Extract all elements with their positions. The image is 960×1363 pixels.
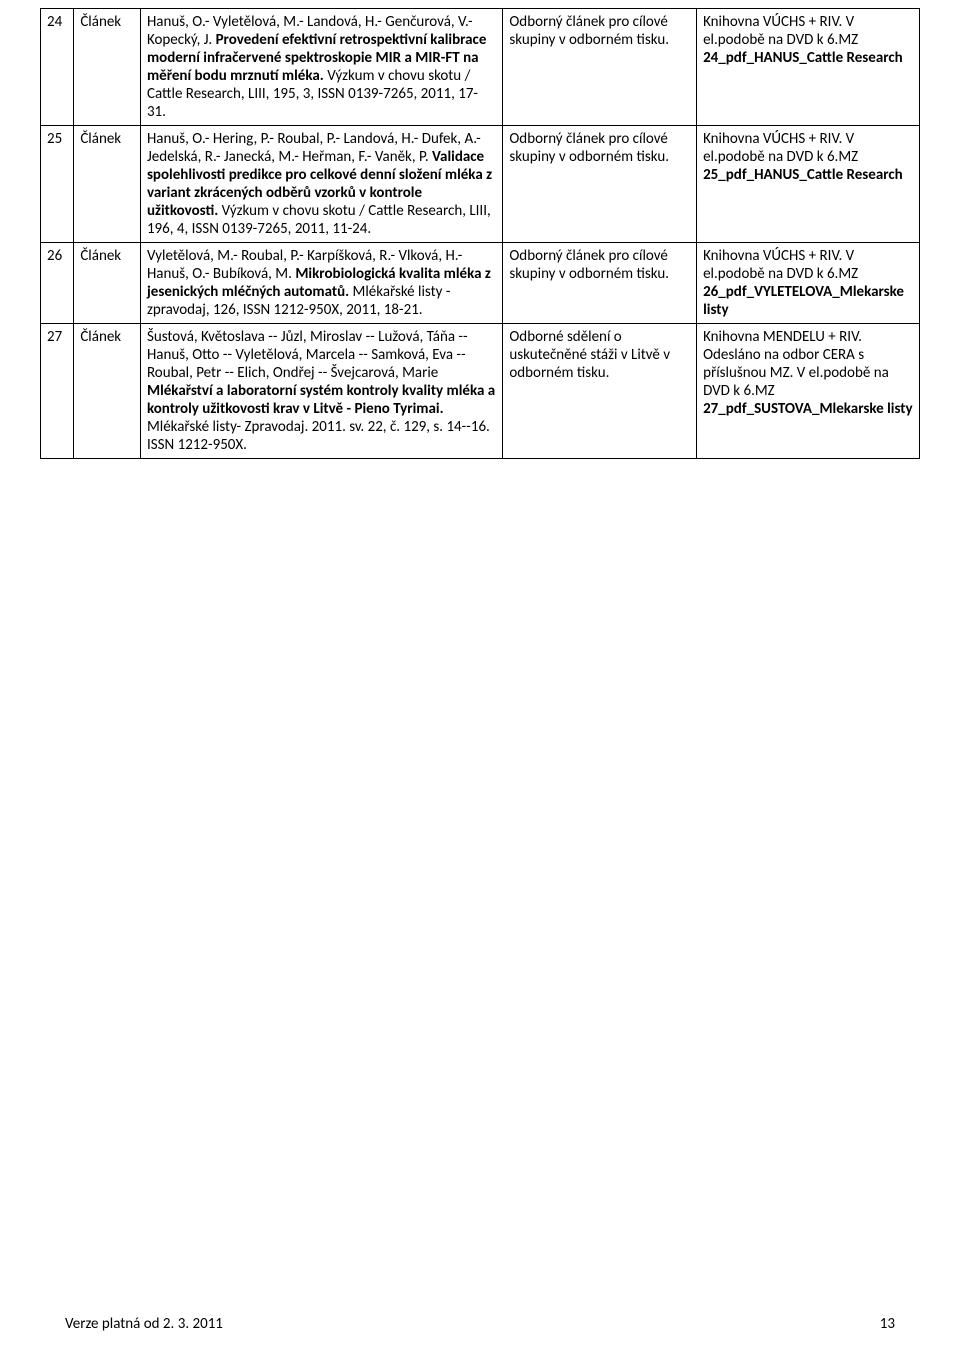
row-annotation: Odborný článek pro cílové skupiny v odbo… (503, 9, 697, 126)
row-library: Knihovna VÚCHS + RIV. V el.podobě na DVD… (697, 9, 920, 126)
row-number: 24 (41, 9, 74, 126)
row-type: Článek (74, 324, 141, 459)
lib-bold: 25_pdf_HANUS_Cattle Research (703, 166, 903, 184)
table-row: 24 Článek Hanuš, O.- Vyletělová, M.- Lan… (41, 9, 920, 126)
row-type: Článek (74, 9, 141, 126)
table-row: 27 Článek Šustová, Květoslava -- Jůzl, M… (41, 324, 920, 459)
lib-bold: 27_pdf_SUSTOVA_Mlekarske listy (703, 400, 912, 418)
row-citation: Šustová, Květoslava -- Jůzl, Miroslav --… (140, 324, 502, 459)
lib-bold: 24_pdf_HANUS_Cattle Research (703, 49, 903, 67)
row-library: Knihovna VÚCHS + RIV. V el.podobě na DVD… (697, 243, 920, 324)
row-number: 27 (41, 324, 74, 459)
row-citation: Hanuš, O.- Hering, P.- Roubal, P.- Lando… (140, 126, 502, 243)
citation-bold: Mlékařství a laboratorní systém kontroly… (147, 382, 495, 418)
lib-bold: 26_pdf_VYLETELOVA_Mlekarske listy (703, 283, 904, 319)
row-annotation: Odborné sdělení o uskutečněné stáži v Li… (503, 324, 697, 459)
footer-page-number: 13 (880, 1315, 895, 1333)
citation-post: Mlékařské listy- Zpravodaj. 2011. sv. 22… (147, 418, 490, 454)
publication-table: 24 Článek Hanuš, O.- Vyletělová, M.- Lan… (40, 8, 920, 459)
row-citation: Vyletělová, M.- Roubal, P.- Karpíšková, … (140, 243, 502, 324)
footer-version: Verze platná od 2. 3. 2011 (65, 1315, 223, 1333)
lib-pre: Knihovna MENDELU + RIV. Odesláno na odbo… (703, 328, 889, 400)
row-library: Knihovna MENDELU + RIV. Odesláno na odbo… (697, 324, 920, 459)
table-body: 24 Článek Hanuš, O.- Vyletělová, M.- Lan… (41, 9, 920, 459)
lib-pre: Knihovna VÚCHS + RIV. V el.podobě na DVD… (703, 247, 858, 283)
page-footer: Verze platná od 2. 3. 2011 13 (65, 1315, 895, 1333)
citation-pre: Hanuš, O.- Hering, P.- Roubal, P.- Lando… (147, 130, 481, 166)
row-library: Knihovna VÚCHS + RIV. V el.podobě na DVD… (697, 126, 920, 243)
row-number: 25 (41, 126, 74, 243)
row-type: Článek (74, 243, 141, 324)
row-type: Článek (74, 126, 141, 243)
row-annotation: Odborný článek pro cílové skupiny v odbo… (503, 243, 697, 324)
row-annotation: Odborný článek pro cílové skupiny v odbo… (503, 126, 697, 243)
lib-pre: Knihovna VÚCHS + RIV. V el.podobě na DVD… (703, 13, 858, 49)
lib-pre: Knihovna VÚCHS + RIV. V el.podobě na DVD… (703, 130, 858, 166)
row-citation: Hanuš, O.- Vyletělová, M.- Landová, H.- … (140, 9, 502, 126)
citation-pre: Šustová, Květoslava -- Jůzl, Miroslav --… (147, 328, 468, 382)
row-number: 26 (41, 243, 74, 324)
table-row: 26 Článek Vyletělová, M.- Roubal, P.- Ka… (41, 243, 920, 324)
table-row: 25 Článek Hanuš, O.- Hering, P.- Roubal,… (41, 126, 920, 243)
